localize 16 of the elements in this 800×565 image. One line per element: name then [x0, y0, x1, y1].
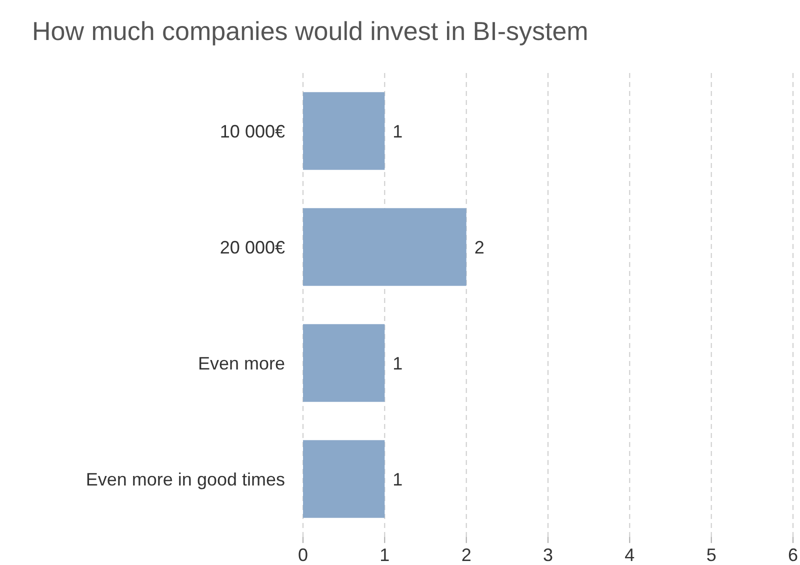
x-tick-label: 0	[298, 545, 308, 565]
y-tick-label: 10 000€	[220, 121, 285, 142]
data-label: 1	[392, 121, 403, 142]
x-tick-label: 6	[788, 545, 798, 565]
x-tick-label: 1	[380, 545, 390, 565]
y-tick-label: 20 000€	[220, 237, 285, 258]
y-tick-label: Even more	[198, 353, 285, 374]
x-tick-label: 4	[624, 545, 635, 565]
data-label: 2	[474, 237, 484, 258]
x-tick-label: 3	[542, 545, 554, 565]
data-label: 1	[392, 469, 403, 490]
x-tick-label: 5	[706, 545, 716, 565]
y-tick-label: Even more in good times	[86, 469, 285, 490]
data-label: 1	[392, 353, 403, 374]
x-tick-label: 2	[461, 545, 472, 565]
chart-title: How much companies would invest in BI-system	[32, 16, 588, 46]
